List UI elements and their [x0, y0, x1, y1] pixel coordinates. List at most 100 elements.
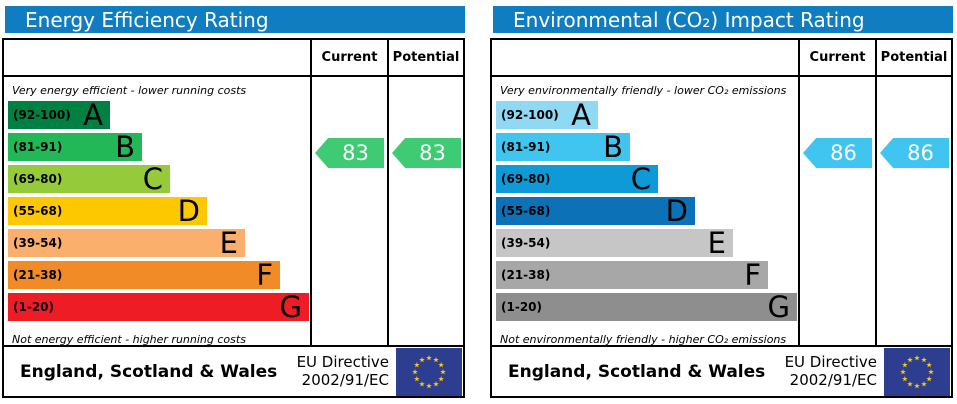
potential-column-header: Potential	[880, 50, 948, 65]
environmental-impact-panel: Environmental (CO₂) Impact Rating Curren…	[490, 6, 953, 398]
band-letter-label: A	[83, 98, 103, 132]
rating-band-row: (39-54) E	[8, 226, 310, 260]
potential-rating-value: 83	[419, 141, 446, 165]
current-rating-value: 83	[342, 141, 369, 165]
header-row-divider	[4, 75, 463, 77]
rating-band-bar: (21-38) F	[496, 258, 768, 292]
band-list: (92-100) A (81-91) B (69-80) C (55-68) D…	[492, 98, 798, 324]
column-divider	[310, 40, 312, 345]
band-letter-label: D	[665, 194, 688, 228]
column-divider	[875, 40, 877, 345]
header-row-divider	[492, 75, 951, 77]
band-letter-label: C	[142, 162, 163, 196]
band-letter-label: B	[603, 130, 623, 164]
band-range-label: (1-20)	[13, 300, 54, 314]
current-rating-value: 86	[830, 141, 857, 165]
current-column-header: Current	[321, 50, 378, 65]
rating-scale: Very energy efficient - lower running co…	[4, 77, 310, 345]
rating-band-row: (81-91) B	[496, 130, 798, 164]
column-divider	[387, 40, 389, 345]
rating-band-bar: (39-54) E	[8, 226, 245, 260]
rating-band-row: (92-100) A	[8, 98, 310, 132]
rating-band-row: (21-38) F	[496, 258, 798, 292]
rating-band-bar: (55-68) D	[496, 194, 695, 228]
rating-band-bar: (69-80) C	[496, 162, 658, 196]
rating-band-row: (1-20) G	[8, 290, 310, 324]
eu-directive-line2: 2002/91/EC	[301, 370, 389, 389]
band-range-label: (69-80)	[501, 172, 551, 186]
rating-band-bar: (69-80) C	[8, 162, 170, 196]
panel-title: Environmental (CO₂) Impact Rating	[513, 7, 865, 32]
eu-flag	[884, 347, 950, 396]
top-caption: Very energy efficient - lower running co…	[12, 84, 247, 97]
rating-band-row: (55-68) D	[496, 194, 798, 228]
band-letter-label: A	[571, 98, 591, 132]
rating-band-bar: (81-91) B	[8, 130, 142, 164]
potential-rating-arrow: 83	[392, 138, 461, 168]
band-range-label: (21-38)	[13, 268, 63, 282]
eu-flag-graphic	[884, 347, 950, 396]
band-letter-label: E	[707, 226, 726, 260]
eu-flag	[396, 347, 462, 396]
potential-rating-value: 86	[907, 141, 934, 165]
rating-band-row: (92-100) A	[496, 98, 798, 132]
panel-title: Energy Efficiency Rating	[25, 7, 269, 32]
band-letter-label: G	[767, 290, 790, 324]
rating-band-row: (69-80) C	[496, 162, 798, 196]
band-letter-label: F	[744, 258, 761, 292]
band-list: (92-100) A (81-91) B (69-80) C (55-68) D…	[4, 98, 310, 324]
rating-band-row: (69-80) C	[8, 162, 310, 196]
band-range-label: (39-54)	[13, 236, 63, 250]
band-letter-label: G	[279, 290, 302, 324]
rating-band-bar: (55-68) D	[8, 197, 207, 226]
potential-column-header: Potential	[392, 50, 460, 65]
rating-band-bar: (1-20) G	[496, 290, 797, 324]
energy-efficiency-panel: Energy Efficiency Rating Current Potenti…	[2, 6, 465, 398]
band-range-label: (1-20)	[501, 300, 542, 314]
current-rating-arrow: 86	[803, 138, 872, 168]
column-divider	[798, 40, 800, 345]
region-label: England, Scotland & Wales	[20, 361, 278, 382]
panel-title-bar: Environmental (CO₂) Impact Rating	[493, 6, 953, 33]
band-range-label: (55-68)	[501, 204, 551, 218]
rating-band-row: (21-38) F	[8, 258, 310, 292]
band-letter-label: E	[219, 226, 238, 260]
band-range-label: (81-91)	[501, 140, 551, 154]
current-column-header: Current	[809, 50, 866, 65]
rating-band-row: (55-68) D	[8, 197, 310, 226]
band-range-label: (39-54)	[501, 236, 551, 250]
panel-footer: England, Scotland & Wales EU Directive 2…	[490, 345, 953, 398]
eu-directive-label: EU Directive 2002/91/EC	[785, 353, 877, 389]
band-letter-label: F	[256, 258, 273, 292]
rating-scale: Very environmentally friendly - lower CO…	[492, 77, 798, 345]
rating-band-bar: (21-38) F	[8, 258, 280, 292]
rating-table: Current Potential Very environmentally f…	[490, 38, 953, 347]
eu-directive-line1: EU Directive	[296, 353, 389, 372]
band-letter-label: B	[115, 130, 135, 164]
band-range-label: (69-80)	[13, 172, 63, 186]
current-rating-arrow: 83	[315, 138, 384, 168]
band-range-label: (81-91)	[13, 140, 63, 154]
rating-band-row: (81-91) B	[8, 130, 310, 164]
band-letter-label: C	[630, 162, 651, 196]
top-caption: Very environmentally friendly - lower CO…	[500, 84, 787, 97]
panel-footer: England, Scotland & Wales EU Directive 2…	[2, 345, 465, 398]
rating-band-bar: (39-54) E	[496, 226, 733, 260]
band-range-label: (21-38)	[501, 268, 551, 282]
panel-title-bar: Energy Efficiency Rating	[5, 6, 465, 33]
rating-band-row: (39-54) E	[496, 226, 798, 260]
eu-directive-line2: 2002/91/EC	[789, 370, 877, 389]
band-range-label: (92-100)	[13, 108, 71, 122]
rating-band-bar: (81-91) B	[496, 130, 630, 164]
bottom-caption: Not energy efficient - higher running co…	[12, 333, 246, 345]
band-range-label: (55-68)	[13, 204, 63, 218]
eu-flag-graphic	[396, 347, 462, 396]
band-range-label: (92-100)	[501, 108, 559, 122]
rating-table: Current Potential Very energy efficient …	[2, 38, 465, 347]
rating-band-bar: (92-100) A	[496, 98, 598, 132]
bottom-caption: Not environmentally friendly - higher CO…	[500, 333, 787, 345]
rating-band-bar: (92-100) A	[8, 98, 110, 132]
potential-rating-arrow: 86	[880, 138, 949, 168]
rating-band-bar: (1-20) G	[8, 290, 309, 324]
rating-band-row: (1-20) G	[496, 290, 798, 324]
